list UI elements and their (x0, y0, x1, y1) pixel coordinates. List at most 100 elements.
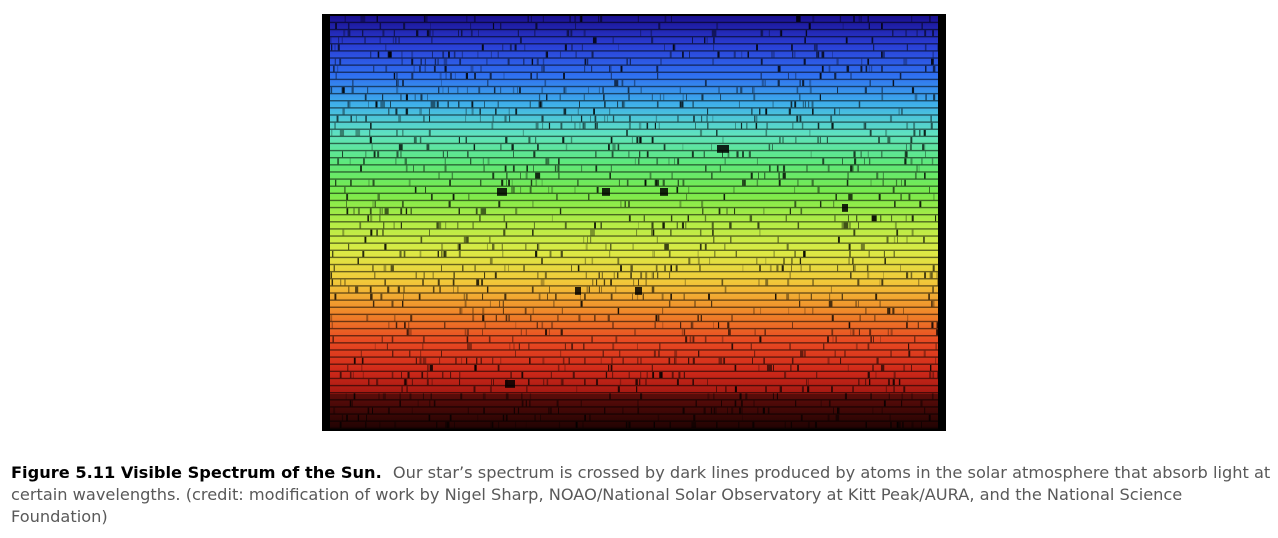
absorption-line (828, 400, 831, 407)
absorption-line (903, 58, 908, 65)
absorption-line (880, 364, 885, 371)
absorption-line (557, 315, 559, 321)
absorption-line (535, 250, 538, 257)
absorption-line (858, 379, 860, 386)
absorption-line (530, 315, 532, 321)
absorption-line (863, 122, 866, 129)
absorption-line (460, 30, 463, 37)
absorption-line (812, 101, 814, 108)
absorption-line (922, 144, 924, 151)
absorption-line (345, 393, 347, 400)
absorption-line (508, 265, 509, 272)
absorption-line (533, 222, 535, 229)
absorption-line (905, 144, 907, 151)
absorption-line (596, 122, 598, 129)
absorption-line (402, 129, 404, 136)
spectrum-row-separator (330, 228, 938, 230)
spectrum-row-separator (330, 278, 938, 280)
absorption-line (382, 229, 384, 236)
absorption-line (580, 300, 583, 307)
absorption-line (436, 421, 438, 428)
absorption-line (885, 129, 888, 136)
absorption-line (411, 72, 414, 79)
absorption-line (454, 72, 456, 79)
absorption-line (434, 58, 437, 65)
absorption-line (869, 80, 871, 87)
absorption-line (881, 51, 883, 58)
absorption-line (483, 165, 485, 172)
spectrum-row-separator (330, 285, 938, 287)
absorption-line (636, 137, 639, 143)
absorption-line (368, 101, 369, 108)
absorption-line (679, 372, 681, 378)
absorption-line (379, 208, 381, 215)
absorption-line (657, 72, 659, 79)
absorption-line (442, 51, 445, 58)
absorption-line (789, 208, 791, 215)
spectrum-row-separator (330, 313, 938, 316)
absorption-line (740, 87, 743, 94)
absorption-line (920, 400, 923, 407)
absorption-line (397, 80, 399, 87)
absorption-line (505, 315, 508, 321)
absorption-line (517, 407, 520, 414)
absorption-line (687, 215, 689, 222)
absorption-line (832, 51, 833, 58)
absorption-line (886, 236, 889, 243)
absorption-line (756, 115, 758, 122)
absorption-line (682, 407, 685, 414)
absorption-line (681, 222, 685, 229)
absorption-line (576, 386, 578, 393)
absorption-line (563, 72, 565, 79)
absorption-line (614, 80, 619, 87)
absorption-line (334, 58, 336, 65)
absorption-line (612, 115, 614, 122)
absorption-line (887, 137, 891, 143)
absorption-line (935, 343, 937, 350)
absorption-line (640, 272, 643, 279)
absorption-line (888, 307, 891, 314)
absorption-line (892, 307, 895, 314)
absorption-line (546, 94, 548, 101)
spectrum-row-separator (330, 292, 938, 294)
absorption-line (892, 186, 895, 193)
absorption-line (815, 44, 818, 51)
absorption-line (422, 343, 424, 350)
absorption-line (536, 322, 538, 329)
absorption-line (716, 421, 718, 428)
absorption-line (419, 137, 422, 143)
absorption-line (761, 30, 764, 37)
absorption-line (657, 272, 659, 279)
absorption-line (847, 364, 849, 371)
absorption-line (908, 194, 911, 200)
absorption-line (473, 144, 476, 151)
absorption-line (525, 329, 527, 336)
absorption-line (377, 194, 380, 200)
absorption-line (429, 400, 431, 407)
absorption-line (892, 30, 894, 37)
absorption-line (444, 158, 446, 165)
absorption-line (640, 357, 642, 364)
absorption-line (568, 357, 570, 364)
spectrum-row-separator (330, 114, 938, 116)
absorption-line (656, 179, 658, 186)
absorption-line (457, 30, 459, 37)
absorption-line (335, 23, 337, 30)
absorption-line (706, 37, 708, 44)
absorption-line (558, 407, 559, 414)
absorption-line (587, 236, 588, 243)
absorption-line (651, 137, 654, 143)
absorption-line (368, 379, 370, 386)
absorption-line (598, 87, 600, 94)
absorption-line (782, 137, 784, 143)
absorption-line (684, 279, 686, 286)
absorption-line (613, 272, 615, 279)
absorption-line (481, 44, 484, 51)
absorption-line (646, 372, 648, 378)
absorption-line (373, 151, 376, 158)
absorption-line (499, 23, 502, 30)
absorption-line (831, 386, 833, 393)
absorption-line (868, 23, 870, 30)
absorption-line (452, 279, 454, 286)
absorption-line (457, 286, 459, 293)
